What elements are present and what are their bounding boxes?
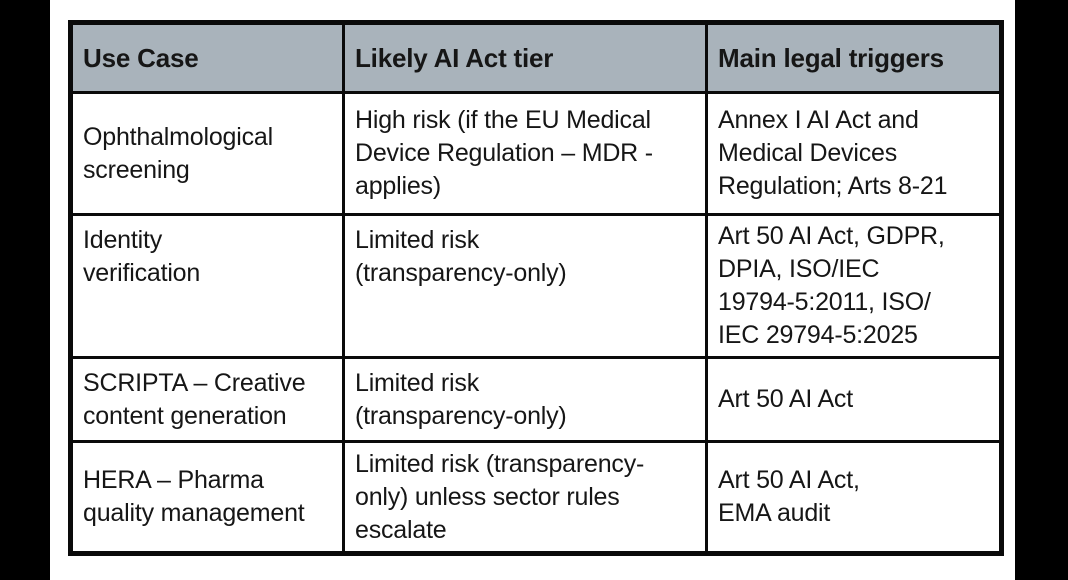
table-row-hera-pharma-quality: HERA – Pharma quality management Limited…	[69, 440, 1003, 555]
column-header-legal-triggers: Main legal triggers	[705, 21, 1003, 94]
cell-ai-act-tier: High risk (if the EU Medical Device Regu…	[342, 91, 708, 216]
cell-ai-act-tier: Limited risk (transparency- only) unless…	[342, 440, 708, 555]
cell-legal-triggers: Art 50 AI Act	[705, 356, 1003, 443]
cell-legal-triggers: Art 50 AI Act, GDPR, DPIA, ISO/IEC 19794…	[705, 213, 1003, 359]
cell-legal-triggers: Annex I AI Act and Medical Devices Regul…	[705, 91, 1003, 216]
cell-ai-act-tier: Limited risk (transparency-only)	[342, 213, 708, 359]
column-header-ai-act-tier: Likely AI Act tier	[342, 21, 708, 94]
left-black-bar	[0, 0, 50, 580]
ai-act-risk-table: Use Case Likely AI Act tier Main legal t…	[68, 20, 1004, 556]
table-row-identity-verification: Identity verification Limited risk (tran…	[69, 213, 1003, 359]
cell-use-case: Identity verification	[69, 213, 345, 359]
right-black-bar	[1015, 0, 1068, 580]
table-row-scripta-content-generation: SCRIPTA – Creative content generation Li…	[69, 356, 1003, 443]
cell-use-case: SCRIPTA – Creative content generation	[69, 356, 345, 443]
cell-use-case: HERA – Pharma quality management	[69, 440, 345, 555]
cell-use-case: Ophthalmological screening	[69, 91, 345, 216]
table-header-row: Use Case Likely AI Act tier Main legal t…	[69, 21, 1003, 94]
cell-legal-triggers: Art 50 AI Act, EMA audit	[705, 440, 1003, 555]
table-row-ophthalmological-screening: Ophthalmological screening High risk (if…	[69, 91, 1003, 216]
cell-ai-act-tier: Limited risk (transparency-only)	[342, 356, 708, 443]
column-header-use-case: Use Case	[69, 21, 345, 94]
